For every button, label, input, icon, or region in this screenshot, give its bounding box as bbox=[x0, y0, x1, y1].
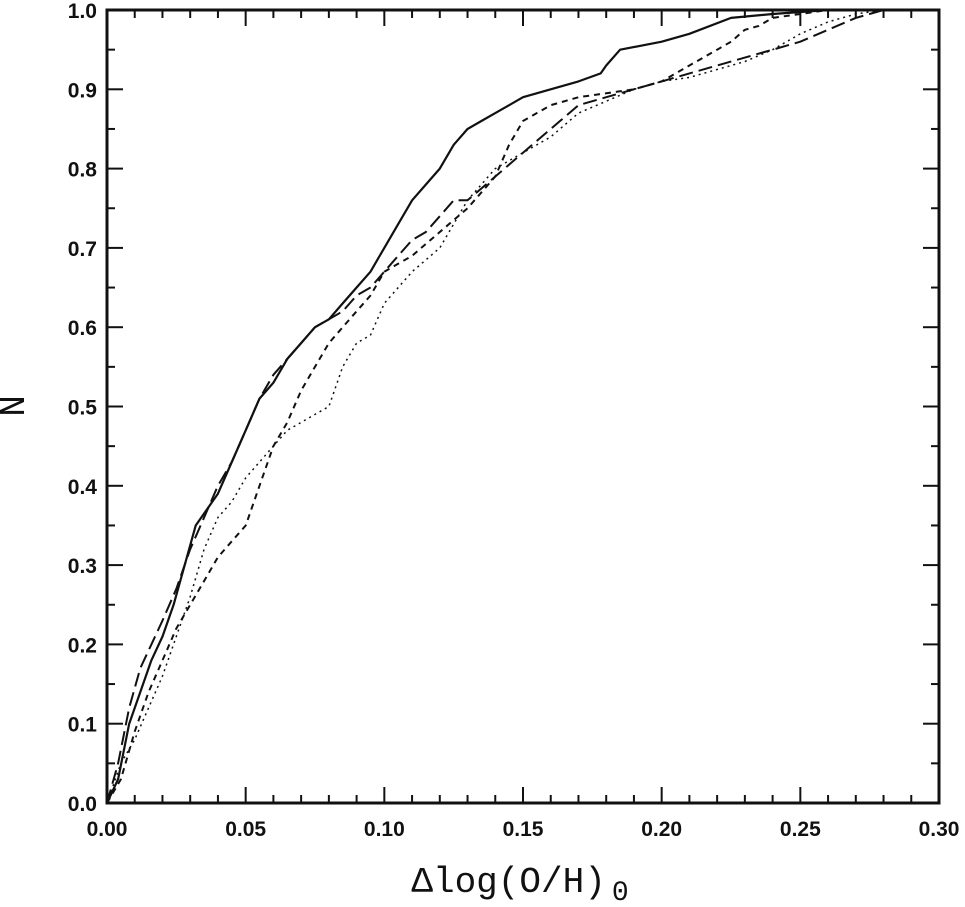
y-tick-label: 0.7 bbox=[68, 238, 97, 261]
x-axis-ticks: 0.00 0.05 0.10 0.15 0.20 0.25 0.30 bbox=[87, 10, 960, 841]
y-axis-ticks: 0.0 0.1 0.2 0.3 0.4 0.5 0.6 0.7 0.8 0.9 1.0 bbox=[68, 0, 939, 816]
y-tick-label: 0.0 bbox=[68, 793, 97, 816]
y-tick-label: 0.3 bbox=[68, 555, 97, 578]
y-tick-label: 0.1 bbox=[68, 714, 98, 737]
y-tick-label: 0.6 bbox=[68, 317, 97, 340]
x-tick-label: 0.30 bbox=[919, 818, 960, 841]
x-tick-label: 0.25 bbox=[780, 818, 821, 841]
y-tick-label: 0.2 bbox=[68, 634, 97, 657]
x-tick-label: 0.20 bbox=[641, 818, 682, 841]
y-tick-label: 0.5 bbox=[68, 397, 98, 420]
y-tick-label: 0.9 bbox=[68, 79, 97, 102]
series-line-short-dash bbox=[106, 9, 884, 804]
x-axis-title: Δlog(O/H) 0 bbox=[411, 862, 628, 907]
series-line-long-dash bbox=[106, 9, 912, 804]
series-layer bbox=[106, 8, 912, 804]
series-line-dotted bbox=[106, 9, 884, 804]
y-axis-label: N bbox=[0, 395, 35, 417]
x-axis-label-subscript: 0 bbox=[612, 878, 629, 907]
y-tick-label: 1.0 bbox=[68, 0, 97, 23]
plot-frame bbox=[105, 8, 941, 805]
y-tick-label: 0.4 bbox=[68, 476, 98, 499]
x-tick-label: 0.00 bbox=[87, 818, 128, 841]
x-tick-label: 0.05 bbox=[225, 818, 266, 841]
x-tick-label: 0.10 bbox=[364, 818, 405, 841]
x-axis-label: Δlog(O/H) bbox=[411, 862, 605, 903]
series-line-solid bbox=[106, 8, 912, 804]
y-tick-label: 0.8 bbox=[68, 159, 98, 182]
x-tick-label: 0.15 bbox=[503, 818, 544, 841]
